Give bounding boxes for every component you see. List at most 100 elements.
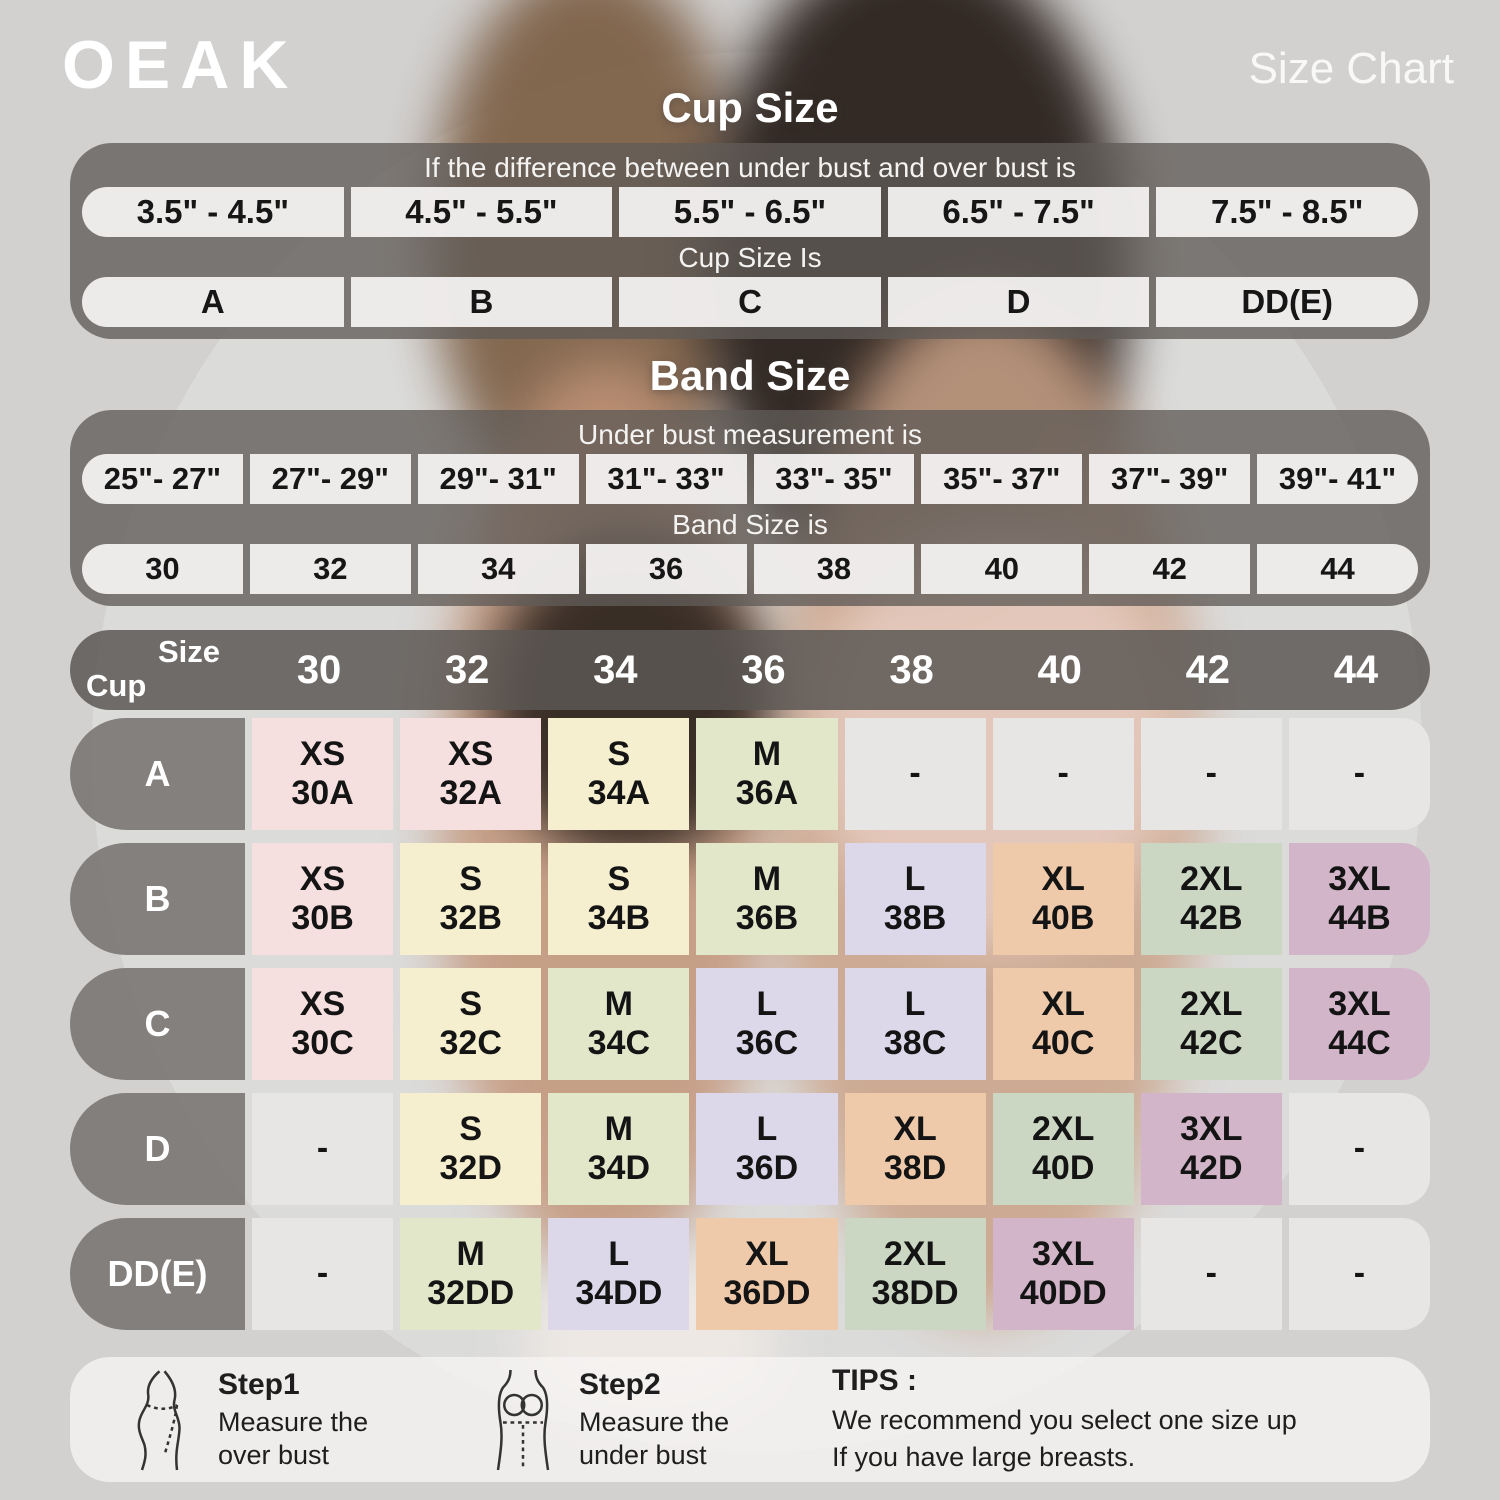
brand-logo: OEAK bbox=[62, 27, 299, 103]
tips-title: TIPS : bbox=[832, 1364, 918, 1398]
band-value-row: 30 32 34 36 38 40 42 44 bbox=[82, 544, 1418, 594]
matrix-cell: 3XL 42D bbox=[1140, 1093, 1282, 1205]
matrix-cell-code: 38B bbox=[883, 899, 947, 937]
matrix-cell-code: 34B bbox=[587, 899, 650, 937]
matrix-cell-size: 2XL bbox=[883, 1234, 947, 1273]
matrix-column-header: 30 bbox=[296, 647, 342, 692]
cup-range-cell: 6.5" - 7.5" bbox=[887, 187, 1150, 237]
band-size-is-label: Band Size is bbox=[672, 509, 828, 540]
matrix-cell-size: S bbox=[607, 734, 631, 773]
cup-range-cell: 3.5" - 4.5" bbox=[82, 187, 344, 237]
step2-text: Measure the under bust bbox=[579, 1407, 730, 1470]
step1-text: Measure the over bust bbox=[218, 1407, 369, 1470]
band-value-cell: 44 bbox=[1257, 544, 1418, 594]
cup-value-cell: D bbox=[887, 277, 1150, 327]
matrix-cell: L 36D bbox=[696, 1093, 838, 1205]
matrix-cell-code: 34C bbox=[587, 1024, 650, 1062]
cup-size-title: Cup Size bbox=[661, 84, 839, 131]
matrix-row-label: D bbox=[70, 1093, 245, 1205]
step1-block: Step1 Measure the over bust bbox=[218, 1368, 423, 1471]
matrix-cell-size: XL bbox=[1041, 859, 1085, 898]
band-range-cell: 27"- 29" bbox=[249, 454, 411, 504]
matrix-cell-code: 30C bbox=[291, 1024, 354, 1062]
matrix-cell-code: 38DD bbox=[871, 1274, 959, 1312]
matrix-cell: 3XL 40DD bbox=[992, 1218, 1134, 1330]
band-value-cell: 36 bbox=[585, 544, 747, 594]
matrix-row-label: A bbox=[70, 718, 245, 830]
matrix-cell-size: 2XL bbox=[1032, 1109, 1095, 1148]
matrix-cell-size: 3XL bbox=[1328, 859, 1391, 898]
matrix-column-header: 44 bbox=[1333, 647, 1379, 692]
matrix-cell: L 38C bbox=[844, 968, 986, 1080]
cup-range-cell: 5.5" - 6.5" bbox=[619, 187, 881, 237]
band-value-cell: 42 bbox=[1089, 544, 1251, 594]
matrix-cell: XS 30C bbox=[252, 968, 394, 1080]
measure-under-bust-icon bbox=[496, 1369, 550, 1470]
matrix-cell: M 32DD bbox=[400, 1218, 542, 1330]
cup-range-row: 3.5" - 4.5" 4.5" - 5.5" 5.5" - 6.5" 6.5" - … bbox=[82, 187, 1418, 237]
cup-difference-label: If the difference between under bust and… bbox=[424, 152, 1076, 183]
page-title: Size Chart bbox=[1248, 44, 1454, 93]
band-size-panel: Under bust measurement is 25"- 27" 27"- 2… bbox=[70, 410, 1430, 606]
matrix-cell-size: M bbox=[604, 984, 633, 1023]
matrix-cell-size: L bbox=[608, 1234, 630, 1273]
matrix-cell-size: XS bbox=[299, 734, 346, 773]
band-measurement-label: Under bust measurement is bbox=[578, 419, 922, 450]
matrix-cell: 2XL 40D bbox=[992, 1093, 1134, 1205]
band-range-cell: 25"- 27" bbox=[82, 454, 243, 504]
cup-range-cell: 4.5" - 5.5" bbox=[350, 187, 613, 237]
matrix-cell: 2XL 42B bbox=[1140, 843, 1282, 955]
matrix-cell-code: 38D bbox=[883, 1149, 947, 1187]
matrix-row-label: B bbox=[70, 843, 245, 955]
matrix-cell: XS 30A bbox=[252, 718, 394, 830]
band-value-cell: 38 bbox=[753, 544, 915, 594]
matrix-cell-empty: - bbox=[252, 1093, 394, 1205]
matrix-body: A XS 30A XS 32A S 34A M 36A - - - - B XS 30B S 32B S 34B M 36… bbox=[70, 718, 1430, 1330]
matrix-cell-code: 42B bbox=[1180, 899, 1243, 937]
matrix-cell-code: 36C bbox=[735, 1024, 799, 1062]
band-range-cell: 31"- 33" bbox=[585, 454, 747, 504]
matrix-cell-empty: - bbox=[1288, 718, 1430, 830]
matrix-cell: XL 40C bbox=[992, 968, 1134, 1080]
matrix-column-header: 32 bbox=[444, 647, 490, 692]
band-range-cell: 37"- 39" bbox=[1089, 454, 1251, 504]
matrix-cell-size: M bbox=[752, 734, 782, 773]
matrix-cell-size: L bbox=[904, 984, 926, 1023]
step2-title: Step2 bbox=[579, 1368, 661, 1402]
matrix-cell-size: M bbox=[456, 1234, 485, 1273]
matrix-cell: 3XL 44B bbox=[1288, 843, 1430, 955]
matrix-cell-code: 44B bbox=[1328, 899, 1391, 937]
band-value-cell: 34 bbox=[417, 544, 579, 594]
matrix-column-header: 40 bbox=[1037, 647, 1082, 692]
matrix-cell-code: 40C bbox=[1032, 1024, 1095, 1062]
matrix-cell-code: 32D bbox=[439, 1149, 502, 1187]
matrix-row: A XS 30A XS 32A S 34A M 36A - - - - bbox=[70, 718, 1430, 830]
matrix-cell-code: 30A bbox=[291, 774, 354, 812]
matrix-cell-size: L bbox=[756, 1109, 778, 1148]
matrix-cell: 3XL 44C bbox=[1288, 968, 1430, 1080]
cup-size-panel: If the difference between under bust and… bbox=[70, 143, 1430, 339]
matrix-cell-size: 3XL bbox=[1328, 984, 1391, 1023]
matrix-column-header: 38 bbox=[889, 647, 934, 692]
matrix-cell-empty: - bbox=[844, 718, 986, 830]
matrix-cell-code: 34D bbox=[587, 1149, 650, 1187]
matrix-cell: XS 32A bbox=[400, 718, 542, 830]
matrix-cell: XL 38D bbox=[844, 1093, 986, 1205]
step2-block: Step2 Measure the under bust bbox=[579, 1368, 784, 1471]
matrix-cell-code: 36A bbox=[735, 774, 799, 812]
matrix-header: Size Cup 30 32 34 36 38 40 42 44 bbox=[70, 630, 1430, 710]
matrix-cell: S 34A bbox=[548, 718, 690, 830]
matrix-cell-size: XS bbox=[299, 859, 346, 898]
matrix-cell: S 32B bbox=[400, 843, 542, 955]
matrix-cell-size: 2XL bbox=[1180, 859, 1243, 898]
matrix-row-label: C bbox=[70, 968, 245, 1080]
matrix-cell: XL 40B bbox=[992, 843, 1134, 955]
band-range-cell: 35"- 37" bbox=[921, 454, 1083, 504]
matrix-cell-size: 3XL bbox=[1032, 1234, 1095, 1273]
matrix-cell-size: M bbox=[752, 859, 782, 898]
matrix-cell-size: XL bbox=[745, 1234, 789, 1273]
matrix-cell: S 32D bbox=[400, 1093, 542, 1205]
band-range-cell: 29"- 31" bbox=[417, 454, 579, 504]
band-range-cell: 39"- 41" bbox=[1257, 454, 1418, 504]
